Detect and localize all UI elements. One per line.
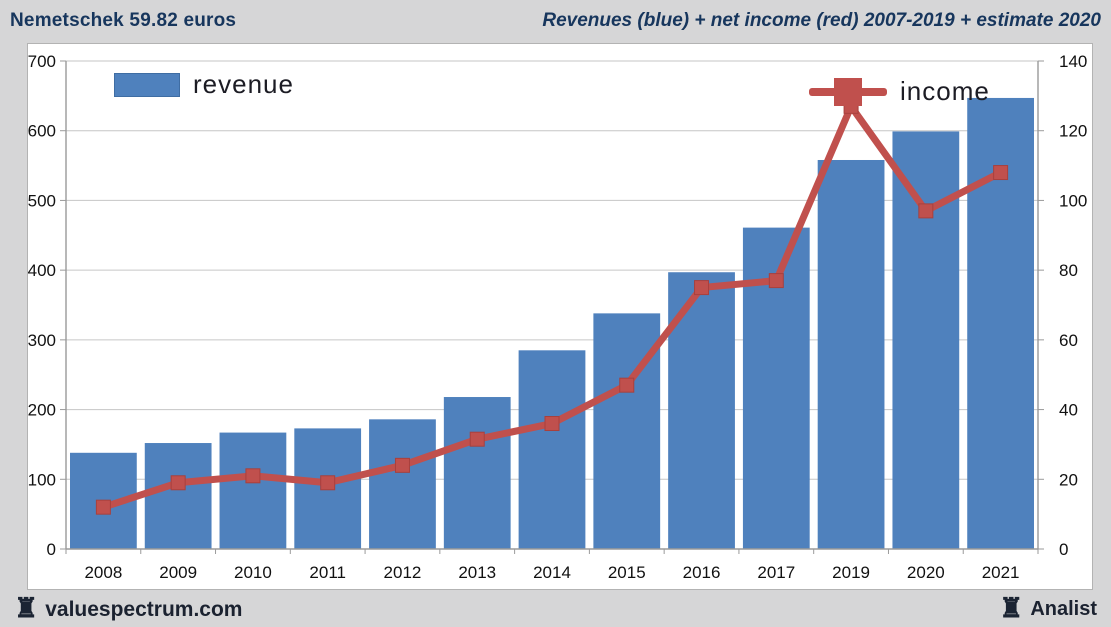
left-tick-label: 100 bbox=[28, 470, 56, 489]
revenue-legend-swatch-icon bbox=[114, 72, 180, 97]
left-tick-label: 500 bbox=[28, 191, 56, 210]
x-tick-label-2012: 2012 bbox=[384, 563, 422, 582]
x-tick-label-2020: 2020 bbox=[907, 563, 945, 582]
x-tick-label-2019: 2019 bbox=[832, 563, 870, 582]
analist-label: Analist bbox=[1030, 598, 1097, 620]
right-tick-label: 100 bbox=[1059, 191, 1087, 210]
income-point-2010 bbox=[245, 468, 261, 484]
revenue-bar-2012 bbox=[369, 419, 436, 549]
income-point-2016 bbox=[694, 280, 710, 296]
income-point-2014 bbox=[544, 416, 560, 432]
right-tick-label: 0 bbox=[1059, 540, 1068, 559]
x-tick-label-2010: 2010 bbox=[234, 563, 272, 582]
x-tick-label-2011: 2011 bbox=[309, 563, 346, 582]
revenue-bar-2014 bbox=[518, 350, 586, 549]
brand-name: valuespectrum.com bbox=[45, 597, 243, 621]
header-bar: Nemetschek 59.82 euros Revenues (blue) +… bbox=[0, 0, 1111, 42]
income-point-2011 bbox=[320, 475, 336, 491]
right-tick-label: 80 bbox=[1059, 261, 1078, 280]
revenue-bar-2019 bbox=[817, 159, 885, 549]
income-legend-swatch-icon bbox=[809, 77, 887, 106]
left-tick-label: 700 bbox=[28, 52, 56, 71]
x-tick-label-2009: 2009 bbox=[159, 563, 197, 582]
footer-bar: ♜ valuespectrum.com ♜ Analist bbox=[0, 592, 1111, 627]
x-tick-label-2014: 2014 bbox=[533, 563, 571, 582]
income-point-2009 bbox=[170, 475, 186, 491]
x-tick-label-2016: 2016 bbox=[683, 563, 721, 582]
x-tick-label-2008: 2008 bbox=[84, 563, 122, 582]
revenue-bar-2010 bbox=[219, 432, 287, 549]
brand-left: ♜ valuespectrum.com bbox=[14, 593, 243, 623]
income-point-2020 bbox=[918, 203, 934, 219]
chart-area: 0 100 200 300 400 500 600 700 0 20 40 60 80 100 120 140… bbox=[27, 43, 1093, 590]
income-point-2021 bbox=[993, 165, 1009, 181]
chart-canvas: 0 100 200 300 400 500 600 700 0 20 40 60 80 100 120 140… bbox=[28, 52, 1087, 582]
income-point-2013 bbox=[469, 431, 485, 447]
rook-icon: ♜ bbox=[999, 593, 1024, 623]
left-tick-label: 200 bbox=[28, 401, 56, 420]
chart-title: Nemetschek 59.82 euros bbox=[10, 10, 237, 31]
left-tick-label: 300 bbox=[28, 331, 56, 350]
right-tick-label: 60 bbox=[1059, 331, 1078, 350]
legend-revenue: revenue bbox=[114, 69, 294, 100]
rook-icon: ♜ bbox=[14, 593, 39, 623]
income-legend-marker bbox=[834, 77, 862, 106]
left-tick-label: 0 bbox=[47, 540, 56, 559]
income-point-2012 bbox=[394, 457, 410, 473]
x-tick-label-2013: 2013 bbox=[458, 563, 496, 582]
income-point-2015 bbox=[619, 377, 635, 393]
right-tick-label: 140 bbox=[1059, 52, 1087, 71]
legend-income: income bbox=[809, 76, 990, 107]
revenue-bar-2013 bbox=[443, 397, 511, 549]
x-tick-label-2017: 2017 bbox=[757, 563, 795, 582]
income-legend-label: income bbox=[900, 76, 990, 106]
right-tick-label: 40 bbox=[1059, 401, 1078, 420]
right-tick-label: 120 bbox=[1059, 122, 1087, 141]
x-tick-label-2015: 2015 bbox=[608, 563, 646, 582]
brand-right: ♜ Analist bbox=[999, 593, 1097, 623]
chart-subtitle: Revenues (blue) + net income (red) 2007-… bbox=[542, 10, 1101, 31]
revenue-bar-2020 bbox=[892, 131, 960, 549]
right-tick-label: 20 bbox=[1059, 470, 1078, 489]
revenue-legend-label: revenue bbox=[193, 69, 294, 99]
revenue-bar-2015 bbox=[593, 313, 661, 549]
revenue-bar-2009 bbox=[144, 443, 212, 549]
left-tick-label: 400 bbox=[28, 261, 56, 280]
income-point-2008 bbox=[95, 499, 111, 515]
left-tick-label: 600 bbox=[28, 122, 56, 141]
x-tick-label-2021: 2021 bbox=[982, 563, 1020, 582]
income-point-2017 bbox=[768, 273, 784, 289]
